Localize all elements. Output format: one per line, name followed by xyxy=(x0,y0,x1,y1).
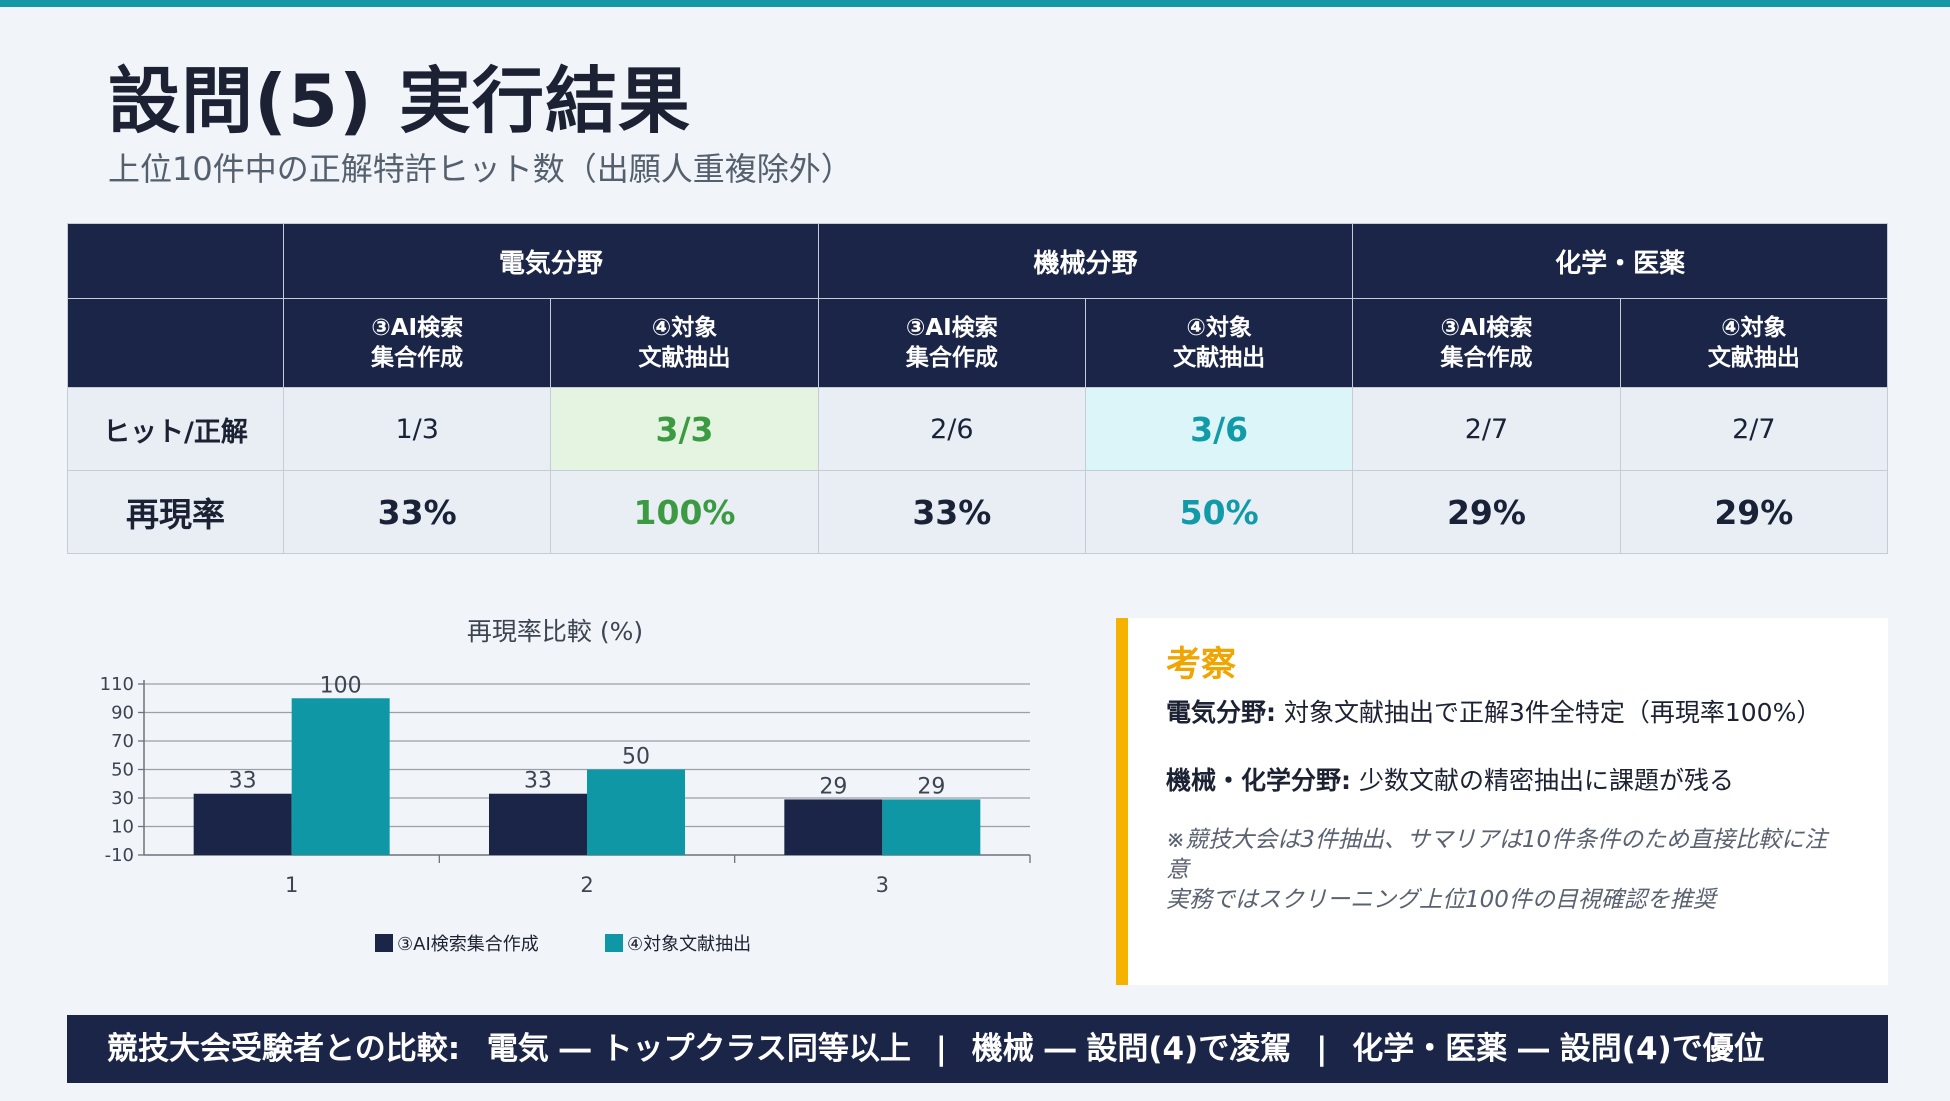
method-header-doc-extract: ④対象 文献抽出 xyxy=(1084,298,1354,388)
group-header-mechanical: 機械分野 xyxy=(817,223,1354,299)
panel-point-text: 対象文献抽出で正解3件全特定（再現率100%） xyxy=(1276,698,1822,727)
bar-value-label: 29 xyxy=(917,774,945,799)
row-label-recall: 再現率 xyxy=(67,470,284,554)
bar-doc-extract xyxy=(291,698,390,855)
table-cell-highlight-green: 3/3 xyxy=(550,387,819,471)
chart-title: 再現率比較 (%) xyxy=(467,617,643,646)
chart-legend: ③AI検索集合作成 ④対象文献抽出 xyxy=(375,934,751,955)
y-tick-label: 110 xyxy=(100,674,134,695)
discussion-panel: 考察 電気分野: 対象文献抽出で正解3件全特定（再現率100%） 機械・化学分野… xyxy=(1116,618,1888,985)
table-corner-cell xyxy=(67,223,284,299)
table-cell: 2/6 xyxy=(817,387,1086,471)
table-cell: 1/3 xyxy=(282,387,552,471)
table-cell: 2/7 xyxy=(1352,387,1621,471)
y-tick-label: 30 xyxy=(111,788,134,809)
banner-separator: | xyxy=(935,1031,947,1067)
y-tick-label: 50 xyxy=(111,760,134,781)
panel-notes: ※競技大会は3件抽出、サマリアは10件条件のため直接比較に注意 実務ではスクリー… xyxy=(1166,825,1848,915)
y-tick-label: 10 xyxy=(111,817,134,838)
table-cell: 2/7 xyxy=(1619,387,1889,471)
legend-swatch xyxy=(605,934,623,952)
y-tick-label: 70 xyxy=(111,731,134,752)
bar-value-label: 50 xyxy=(622,745,650,770)
row-label-hits: ヒット/正解 xyxy=(67,387,284,471)
method-header-ai-search: ③AI検索 集合作成 xyxy=(282,298,552,388)
method-header-ai-search: ③AI検索 集合作成 xyxy=(817,298,1086,388)
bar-value-label: 33 xyxy=(229,769,257,794)
banner-item-chemical: 化学・医薬 ― 設問(4)で優位 xyxy=(1352,1031,1765,1067)
table-row-recall: 再現率 33% 100% 33% 50% 29% 29% xyxy=(67,470,1889,554)
method-header-doc-extract: ④対象 文献抽出 xyxy=(1619,298,1889,388)
bar-ai-search xyxy=(193,793,292,855)
table-cell-highlight-teal: 3/6 xyxy=(1084,387,1354,471)
top-accent-bar xyxy=(0,0,1950,7)
table-cell: 33% xyxy=(282,470,552,554)
table-corner-cell xyxy=(67,298,284,388)
table-row-hits: ヒット/正解 1/3 3/3 2/6 3/6 2/7 2/7 xyxy=(67,387,1889,471)
panel-point-label: 電気分野: xyxy=(1166,698,1276,727)
banner-lead: 競技大会受験者との比較: xyxy=(107,1031,461,1067)
chart-data-labels: 33 100 33 50 29 29 xyxy=(229,673,946,799)
table-group-header-row: 電気分野 機械分野 化学・医薬 xyxy=(67,223,1888,299)
chart-bars xyxy=(193,698,981,855)
panel-point-mech-chem: 機械・化学分野: 少数文献の精密抽出に課題が残る xyxy=(1166,765,1848,797)
comparison-banner: 競技大会受験者との比較: 電気 ― トップクラス同等以上 | 機械 ― 設問(4… xyxy=(67,1015,1888,1083)
table-cell-teal: 50% xyxy=(1084,470,1354,554)
y-tick-label: 90 xyxy=(111,703,134,724)
page-title: 設問(5) 実行結果 xyxy=(108,59,691,143)
panel-note: ※競技大会は3件抽出、サマリアは10件条件のため直接比較に注意 xyxy=(1166,827,1828,883)
group-header-chemical: 化学・医薬 xyxy=(1352,223,1888,299)
table-method-header-row: ③AI検索 集合作成 ④対象 文献抽出 ③AI検索 集合作成 ④対象 文献抽出 ③AI検… xyxy=(67,298,1889,388)
recall-bar-chart: 再現率比較 (%) 110 90 70 50 30 10 -10 33 100 33 50 29 29… xyxy=(80,612,1050,972)
banner-item-electrical: 電気 ― トップクラス同等以上 xyxy=(486,1031,911,1067)
bar-ai-search xyxy=(489,793,587,855)
group-header-electrical: 電気分野 xyxy=(283,223,819,299)
bar-doc-extract xyxy=(882,799,981,855)
table-cell: 29% xyxy=(1352,470,1621,554)
banner-item-mechanical: 機械 ― 設問(4)で凌駕 xyxy=(971,1031,1292,1067)
page-subtitle: 上位10件中の正解特許ヒット数（出願人重複除外） xyxy=(108,150,853,188)
legend-label: ③AI検索集合作成 xyxy=(397,934,539,955)
method-header-ai-search: ③AI検索 集合作成 xyxy=(1352,298,1621,388)
bar-value-label: 29 xyxy=(819,774,847,799)
method-header-doc-extract: ④対象 文献抽出 xyxy=(550,298,819,388)
bar-ai-search xyxy=(784,799,883,855)
bar-value-label: 33 xyxy=(524,769,552,794)
chart-y-ticks: 110 90 70 50 30 10 -10 xyxy=(100,674,144,866)
panel-point-text: 少数文献の精密抽出に課題が残る xyxy=(1351,766,1734,795)
panel-heading: 考察 xyxy=(1166,645,1237,685)
y-tick-label: -10 xyxy=(105,845,134,866)
legend-swatch xyxy=(375,934,393,952)
x-category-label: 1 xyxy=(285,873,298,897)
bar-doc-extract xyxy=(587,769,685,855)
chart-canvas: 再現率比較 (%) 110 90 70 50 30 10 -10 33 100 33 50 29 29… xyxy=(100,617,1031,955)
results-table: 電気分野 機械分野 化学・医薬 ③AI検索 集合作成 ④対象 文献抽出 ③AI検索集… xyxy=(67,223,1889,554)
legend-label: ④対象文献抽出 xyxy=(627,934,751,955)
panel-point-electrical: 電気分野: 対象文献抽出で正解3件全特定（再現率100%） xyxy=(1166,697,1848,729)
panel-note: 実務ではスクリーニング上位100件の目視確認を推奨 xyxy=(1166,887,1716,913)
table-cell-green: 100% xyxy=(550,470,819,554)
x-category-label: 3 xyxy=(876,873,889,897)
chart-x-categories: 1 2 3 xyxy=(285,873,889,897)
panel-point-label: 機械・化学分野: xyxy=(1166,766,1351,795)
x-category-label: 2 xyxy=(580,873,593,897)
table-cell: 29% xyxy=(1619,470,1889,554)
bar-value-label: 100 xyxy=(320,673,362,698)
banner-separator: | xyxy=(1316,1031,1328,1067)
table-cell: 33% xyxy=(817,470,1086,554)
